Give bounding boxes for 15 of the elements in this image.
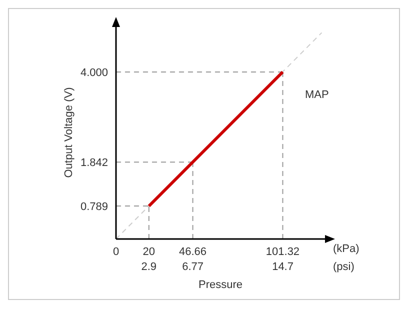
y-tick-label: 4.000 xyxy=(80,66,108,79)
x-tick-label: 101.32 xyxy=(266,246,300,258)
y-tick-label: 1.842 xyxy=(80,156,108,169)
y-tick-label: 0.789 xyxy=(80,200,108,213)
text: (kPa) xyxy=(333,243,360,255)
y-axis-title: Output Voltage (V) xyxy=(62,87,75,178)
text: (psi) xyxy=(333,261,354,273)
x2-tick-label: 2.9 xyxy=(141,261,157,273)
x-axis-title: Pressure xyxy=(197,279,244,291)
x-tick-label: 0 xyxy=(112,246,120,258)
x-tick-label: 46.66 xyxy=(179,246,207,258)
x2-tick-label: 6.77 xyxy=(182,261,204,273)
annotation: MAP xyxy=(305,89,329,101)
x2-tick-label: 14.7 xyxy=(272,261,294,273)
x-tick-label: 20 xyxy=(142,246,156,258)
